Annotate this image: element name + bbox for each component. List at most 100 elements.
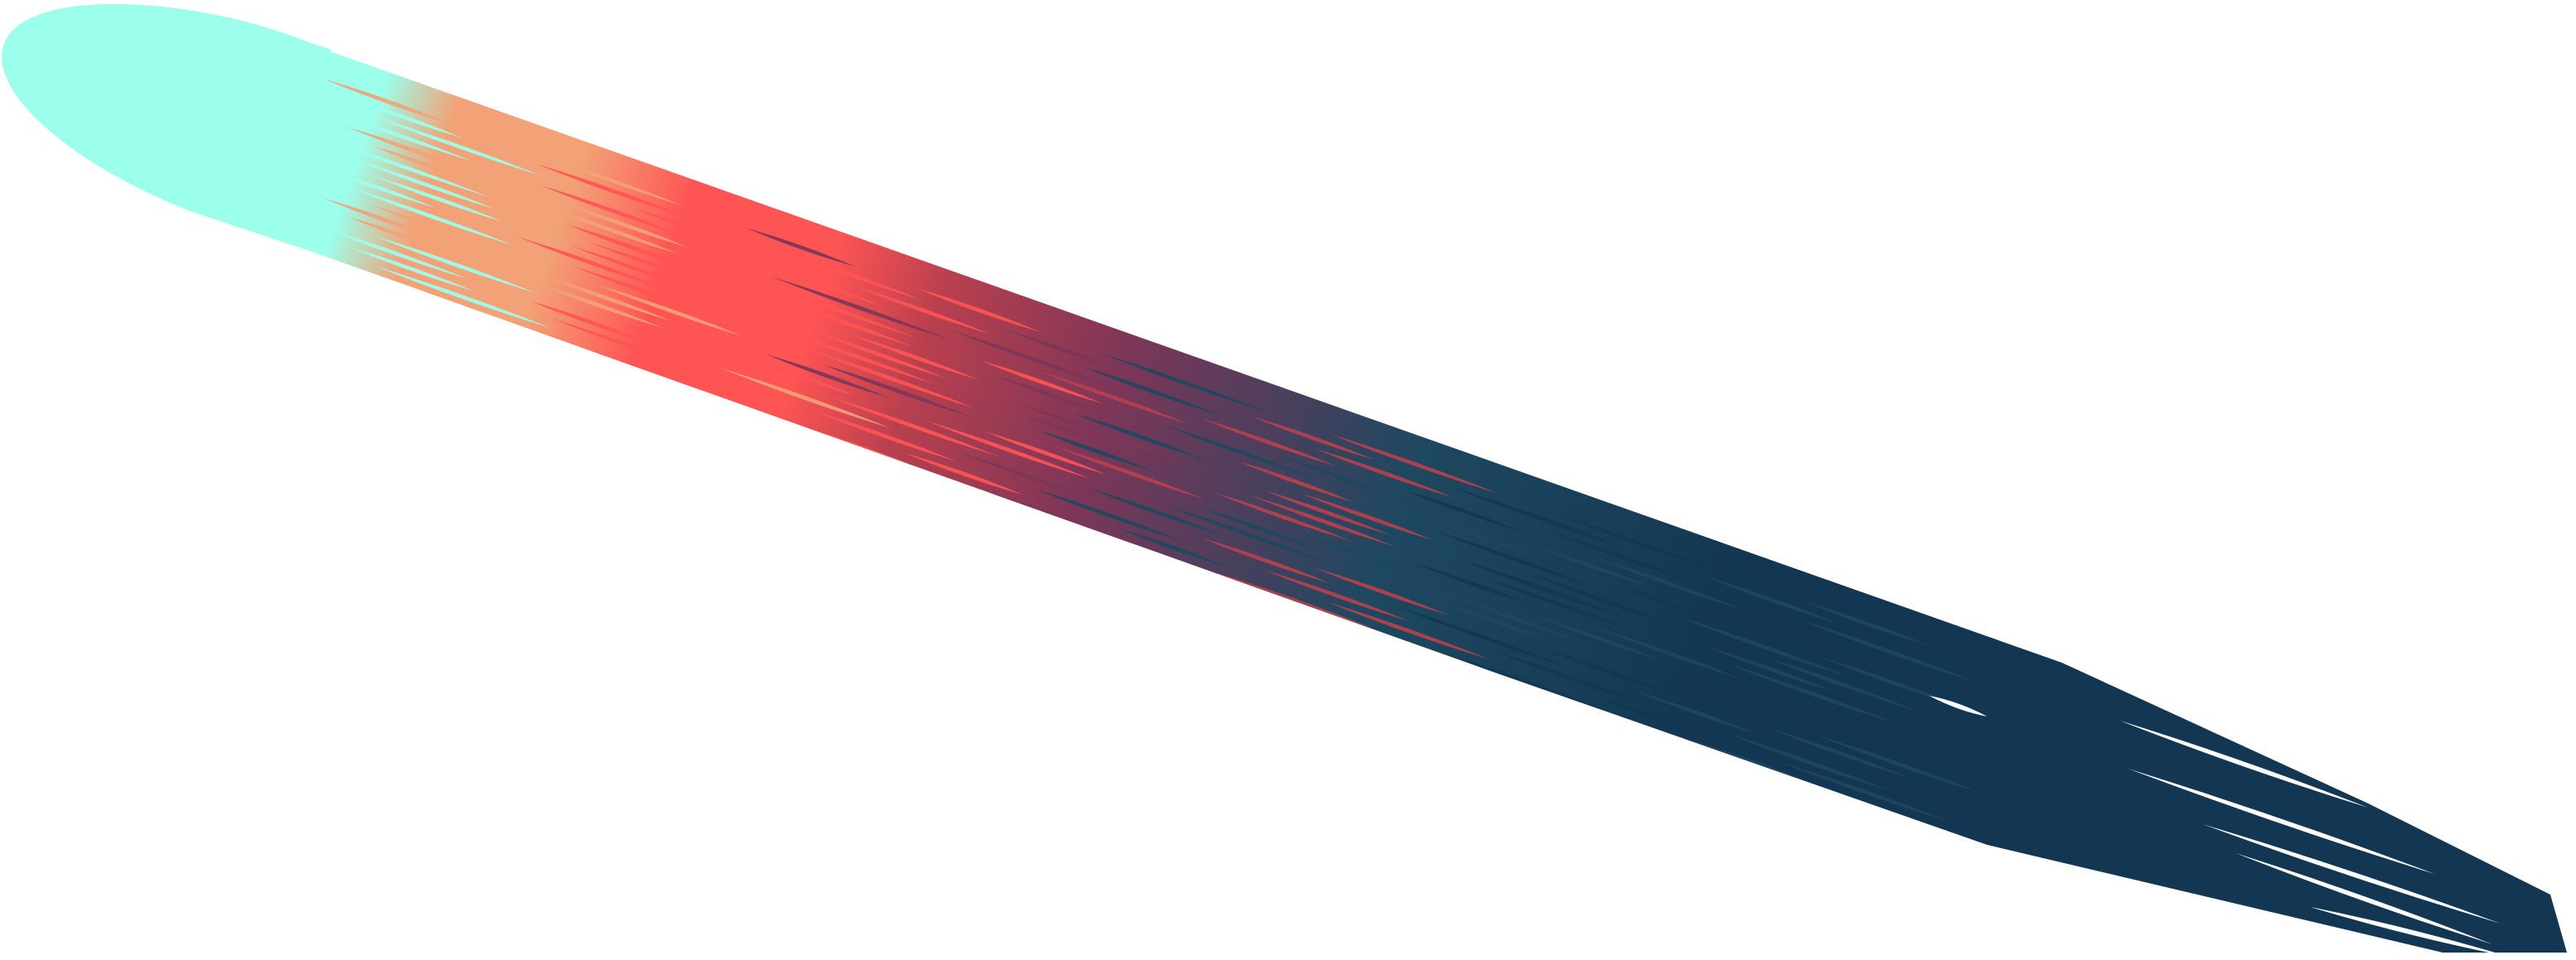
- stripe: [1674, 615, 1850, 678]
- stripe: [545, 276, 672, 321]
- stripe: [1818, 735, 1979, 793]
- stripe: [766, 354, 890, 398]
- stripe: [1288, 528, 1455, 588]
- stripe: [1605, 581, 1756, 634]
- stripe: [956, 451, 1134, 514]
- stripe: [323, 168, 435, 208]
- stripe: [1637, 691, 1756, 734]
- stripe: [751, 259, 883, 306]
- stripe: [1038, 370, 1189, 424]
- stripe: [1264, 569, 1411, 622]
- stripe: [348, 246, 474, 292]
- stripe: [1739, 687, 1909, 748]
- stripe: [980, 359, 1103, 404]
- stripe: [1415, 563, 1532, 605]
- stripe: [1562, 516, 1741, 579]
- stripe: [1529, 543, 1649, 586]
- tail-gap: [2203, 824, 2501, 924]
- stripe: [1201, 538, 1331, 584]
- stripe: [1038, 490, 1182, 542]
- stripe: [1411, 581, 1582, 643]
- stripe: [1592, 556, 1744, 610]
- streak-tail: [1929, 696, 2509, 957]
- stripe: [905, 453, 1024, 495]
- stripe: [739, 275, 917, 338]
- stripe: [1313, 447, 1454, 498]
- stripe: [526, 279, 663, 329]
- stripe: [761, 322, 935, 384]
- stripe: [1452, 487, 1625, 548]
- stripe: [1817, 635, 1969, 690]
- stripe: [766, 244, 924, 301]
- stripe: [1406, 490, 1523, 533]
- stripe: [544, 206, 679, 254]
- stripe: [1039, 431, 1153, 471]
- stripe: [850, 334, 980, 380]
- stripe: [348, 216, 458, 256]
- stripe: [1214, 572, 1372, 628]
- stripe: [1484, 577, 1636, 632]
- stripe: [1766, 657, 1917, 711]
- stripe: [1726, 663, 1897, 724]
- stripe: [1447, 654, 1613, 713]
- stripe: [1119, 528, 1230, 568]
- stripe: [858, 287, 991, 335]
- stripe: [1326, 601, 1490, 660]
- stripe: [348, 97, 463, 138]
- stripe: [1538, 616, 1659, 659]
- stripe: [828, 396, 999, 456]
- stripe: [1667, 761, 1777, 801]
- stripe: [758, 292, 913, 347]
- tail-gap: [1929, 696, 1987, 716]
- stripe: [518, 237, 674, 292]
- stripe: [1226, 605, 1342, 648]
- stripe: [1539, 647, 1678, 697]
- stripe: [348, 127, 479, 174]
- stripe: [552, 318, 731, 382]
- stripe: [993, 374, 1158, 433]
- stripe: [1417, 594, 1552, 642]
- stripe: [1276, 455, 1440, 513]
- tail-gap: [2310, 907, 2509, 957]
- stripe: [1729, 734, 1894, 792]
- stripe: [1461, 560, 1635, 621]
- stripe: [323, 228, 468, 279]
- stripe: [590, 242, 754, 301]
- stripe: [1164, 425, 1322, 481]
- stripe: [373, 265, 551, 329]
- stripe: [1625, 667, 1745, 710]
- stripe: [537, 164, 689, 218]
- stripe: [373, 146, 486, 186]
- stripe: [1201, 508, 1315, 548]
- stripe: [1769, 728, 1913, 779]
- stripe: [649, 363, 808, 419]
- stripe: [721, 368, 890, 428]
- stripe: [1251, 495, 1395, 547]
- tail-gap: [2236, 853, 2492, 944]
- stripe: [1433, 530, 1592, 586]
- stripe: [1301, 493, 1434, 541]
- stripe: [1052, 445, 1207, 500]
- stripe: [323, 138, 489, 197]
- stripe: [1530, 574, 1668, 624]
- stripe: [597, 284, 744, 337]
- stripe: [746, 228, 856, 268]
- stripe: [951, 330, 1129, 393]
- stripe: [1736, 617, 1913, 680]
- stripe: [1689, 740, 1803, 780]
- stripe: [1164, 504, 1342, 568]
- stripe: [1595, 626, 1741, 678]
- stripe: [530, 301, 659, 347]
- stripe: [1075, 413, 1206, 460]
- stripe: [734, 353, 857, 397]
- stripe: [1089, 488, 1225, 536]
- stripe: [373, 176, 503, 222]
- stripe: [1102, 354, 1267, 412]
- streak-body: [306, 43, 2567, 953]
- stripe: [571, 245, 747, 308]
- streak-head: [2, 3, 331, 253]
- stripe: [348, 186, 513, 245]
- stripe: [1214, 492, 1351, 542]
- stripe: [985, 432, 1106, 475]
